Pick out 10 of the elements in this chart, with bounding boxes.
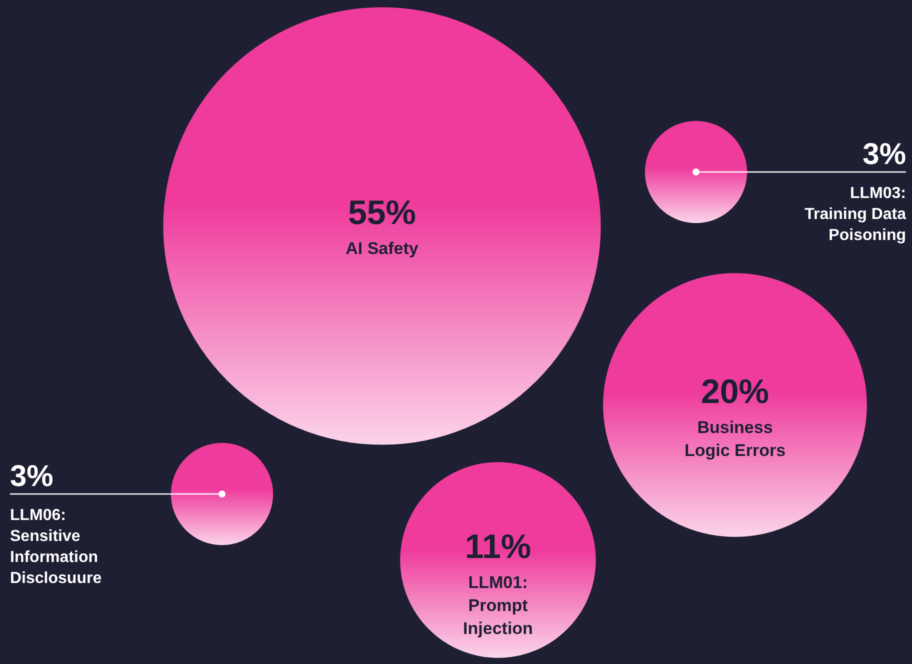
- data-label: 3%: [862, 138, 906, 171]
- data-label: 20%: [700, 373, 770, 411]
- category-label: LLM06: Sensitive Information Disclosuure: [10, 507, 102, 587]
- data-label: 3%: [10, 460, 54, 493]
- category-label: AI Safety: [346, 239, 419, 258]
- category-label: LLM01: Prompt Injection: [463, 573, 533, 638]
- data-label: 55%: [348, 194, 416, 232]
- category-label: Business Logic Errors: [684, 418, 786, 460]
- data-label: 11%: [464, 528, 532, 566]
- category-label: LLM03: Training Data Poisoning: [804, 185, 906, 244]
